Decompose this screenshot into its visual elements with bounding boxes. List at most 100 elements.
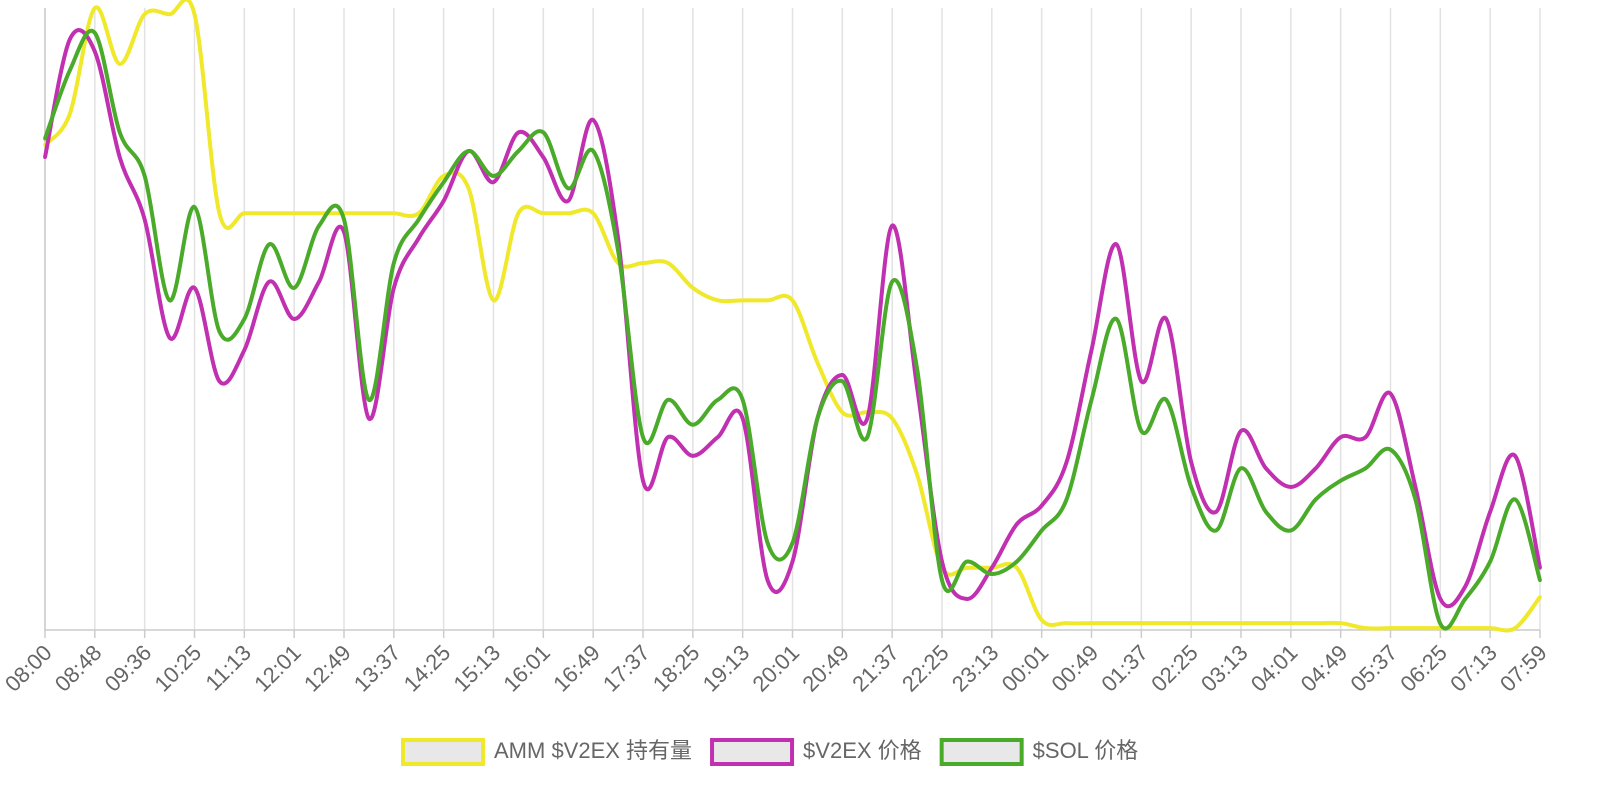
point [1089,348,1094,352]
point [516,211,521,216]
point [441,199,446,203]
point [865,416,870,421]
point [1488,626,1492,630]
point [1089,621,1094,625]
point [715,298,720,303]
x-tick-label: 16:01 [498,640,555,697]
point [117,155,122,160]
point [1014,559,1019,564]
point [491,180,496,184]
point [1513,454,1517,458]
point [1463,597,1468,601]
point [1039,503,1044,508]
point [840,373,845,377]
legend-swatch [710,738,795,766]
point [616,248,620,253]
point [765,578,770,583]
point [1488,559,1492,564]
point [1289,485,1293,489]
point [1363,466,1368,471]
point [466,149,471,153]
point [1114,317,1119,321]
x-tick-label: 13:37 [349,640,406,697]
point [1239,466,1243,471]
point [790,541,795,545]
point [691,422,695,427]
point [68,37,72,41]
point [1538,595,1542,599]
x-tick-label: 12:01 [249,640,306,697]
x-tick-label: 08:48 [50,640,107,697]
x-tick-label: 10:25 [150,640,207,697]
point [192,205,197,209]
point [1289,528,1293,533]
legend-label: AMM $V2EX 持有量 [494,738,692,763]
x-tick-label: 19:13 [698,640,755,697]
point [43,155,47,160]
point [1164,317,1169,321]
point [68,111,72,116]
x-tick-label: 02:25 [1146,640,1203,697]
point [790,559,795,564]
point [1214,510,1218,514]
point [691,286,695,290]
point [715,435,720,439]
point [1239,621,1243,625]
point [865,435,870,439]
point [1363,626,1368,630]
point [691,454,695,458]
legend-label: $SOL 价格 [1033,738,1139,763]
point [292,317,296,321]
point [167,298,172,303]
x-tick-label: 16:49 [548,640,605,697]
x-tick-label: 07:13 [1445,640,1502,697]
x-tick-label: 08:00 [0,640,57,697]
legend-item: $V2EX 价格 [710,738,922,766]
point [1463,584,1468,589]
point [641,478,645,483]
point [840,410,845,415]
point [267,211,272,216]
point [740,416,745,421]
legend-swatch [401,738,485,766]
point [666,261,670,265]
legend-item: AMM $V2EX 持有量 [401,738,692,766]
point [815,416,820,421]
point [242,348,247,352]
point [541,155,546,160]
point [367,416,371,421]
point [217,379,222,384]
x-tick-label: 23:13 [947,640,1004,697]
point [217,329,222,334]
x-tick-label: 04:49 [1296,640,1353,697]
point [740,398,745,402]
point [1139,621,1144,625]
point [1189,460,1193,464]
x-tick-label: 06:25 [1395,640,1452,697]
point [416,236,421,240]
point [641,435,645,439]
point [1338,621,1343,625]
point [317,211,321,216]
point [1064,497,1069,502]
point [68,68,72,72]
point [1189,485,1193,489]
point [516,130,521,135]
point [765,298,770,303]
point [1214,621,1218,625]
point [1164,621,1169,625]
point [740,298,745,303]
point [292,211,296,216]
point [1139,429,1144,433]
point [1264,621,1268,625]
point [1363,435,1368,439]
x-tick-label: 20:01 [748,640,805,697]
point [93,49,97,54]
series-line [43,28,1542,631]
point [1313,466,1318,471]
x-tick-label: 17:37 [598,640,655,697]
point [940,578,944,583]
point [765,541,770,545]
point [1463,626,1468,630]
